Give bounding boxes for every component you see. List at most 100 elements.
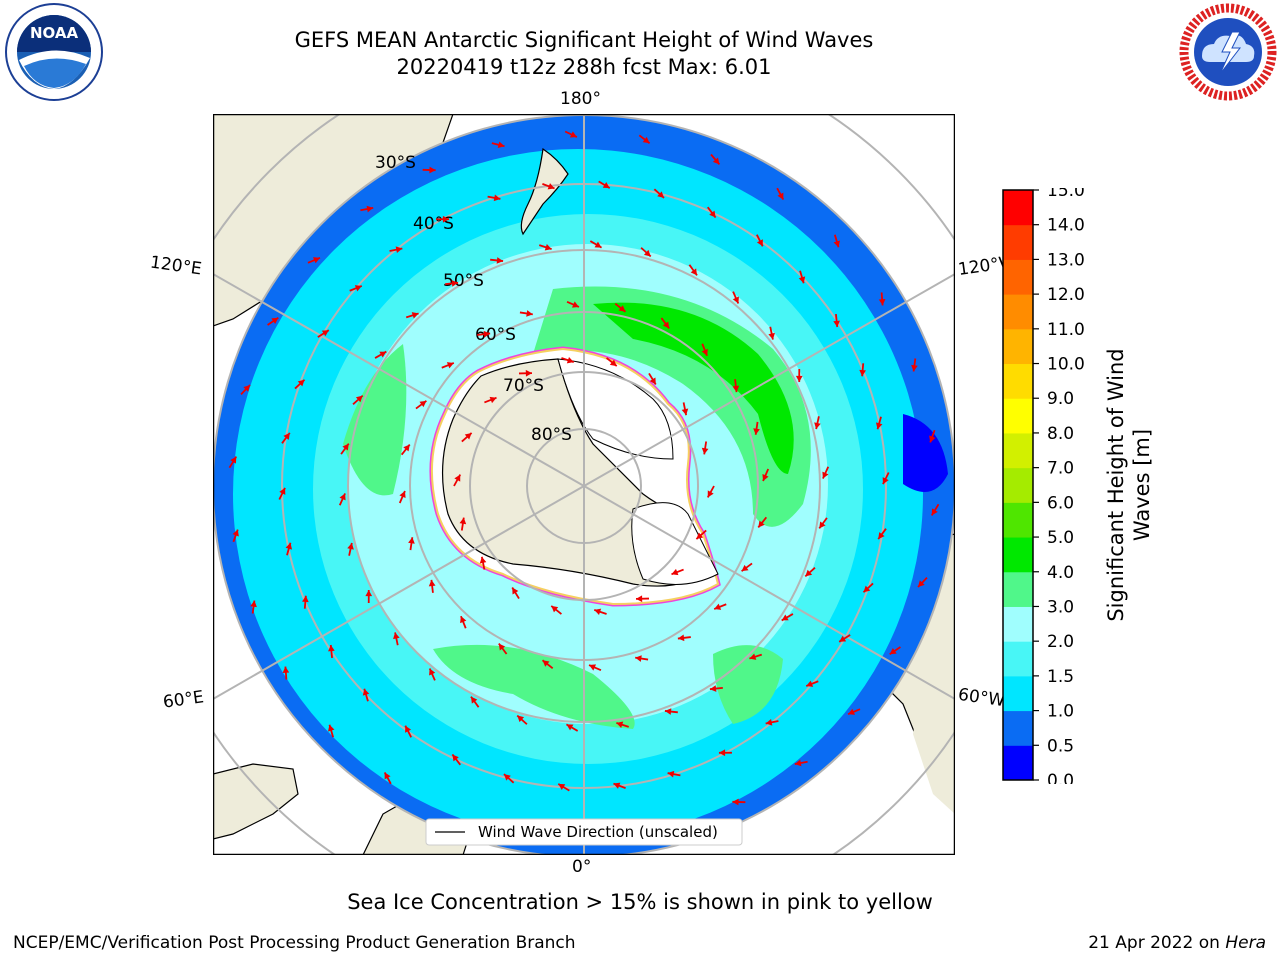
colorbar-tick-label: 6.0 <box>1047 493 1074 513</box>
chart-title: GEFS MEAN Antarctic Significant Height o… <box>294 28 874 52</box>
wave-direction-arrowhead <box>328 644 335 652</box>
land-africa <box>213 763 299 840</box>
legend-label: Wind Wave Direction (unscaled) <box>478 823 718 841</box>
colorbar-tick-label: 14.0 <box>1047 216 1085 236</box>
colorbar-segment <box>1003 571 1033 607</box>
wave-direction-arrowhead <box>283 432 290 440</box>
wave-direction-arrowhead <box>859 369 866 377</box>
colorbar-tick-label: 12.0 <box>1047 285 1085 305</box>
wave-direction-arrowhead <box>875 422 883 430</box>
wave-direction-arrowhead <box>547 183 555 190</box>
wave-direction-arrowhead <box>379 351 387 358</box>
colorbar-tick-label: 1.5 <box>1047 667 1074 687</box>
wave-direction-arrowhead <box>618 305 626 312</box>
wave-direction-arrowhead <box>460 616 467 624</box>
wave-direction-arrowhead <box>408 537 415 544</box>
lat-label-60s: 60°S <box>475 325 516 345</box>
wave-direction-arrowhead <box>250 600 257 608</box>
colorbar-tick-label: 7.0 <box>1047 459 1074 479</box>
wave-direction-arrowhead <box>616 721 624 728</box>
colorbar-tick-label: 0.5 <box>1047 736 1074 756</box>
wave-direction-arrowhead <box>558 783 566 790</box>
wave-direction-arrowhead <box>649 377 656 385</box>
wave-direction-arrowhead <box>781 614 789 621</box>
wave-direction-arrowhead <box>917 580 925 588</box>
wave-direction-arrowhead <box>313 257 320 264</box>
wave-direction-arrowhead <box>749 653 757 660</box>
wave-direction-arrowhead <box>411 312 419 319</box>
lat-label-50s: 50°S <box>443 271 484 291</box>
wave-direction-arrowhead <box>452 754 459 762</box>
wave-direction-arrowhead <box>753 428 760 435</box>
wave-direction-arrowhead <box>594 241 602 248</box>
wave-direction-arrowhead <box>327 724 335 732</box>
wave-direction-arrowhead <box>664 708 672 715</box>
wave-direction-arrowhead <box>479 556 487 564</box>
wave-direction-arrowhead <box>839 635 847 642</box>
wave-direction-arrowhead <box>366 205 374 213</box>
footer-credit: NCEP/EMC/Verification Post Processing Pr… <box>13 933 576 953</box>
wave-direction-arrowhead <box>429 668 436 676</box>
nws-logo <box>1179 3 1277 101</box>
lon-label-60w: 60°W <box>956 684 1007 712</box>
colorbar-segment <box>1003 190 1033 226</box>
wave-direction-arrowhead <box>572 301 579 308</box>
lon-label-120e: 120°E <box>148 252 203 280</box>
wave-direction-arrowhead <box>497 141 505 149</box>
wave-direction-arrowhead <box>446 362 454 369</box>
wave-direction-arrowhead <box>931 508 938 516</box>
footer-date: 21 Apr 2022 on Hera <box>1088 933 1266 953</box>
colorbar-tick-label: 2.0 <box>1047 632 1074 652</box>
wave-band-3m-west <box>343 344 407 496</box>
wave-direction-arrowhead <box>428 579 436 587</box>
wave-direction-arrowhead <box>718 749 726 757</box>
wave-direction-arrowhead <box>709 685 717 692</box>
wave-direction-arrowhead <box>569 131 577 138</box>
svg-text:NOAA: NOAA <box>30 24 79 42</box>
colorbar-tick-label: 4.0 <box>1047 563 1074 583</box>
wave-direction-arrowhead <box>762 474 769 481</box>
colorbar-label: Significant Height of Wind Waves [m] <box>1104 348 1154 622</box>
wave-direction-arrowhead <box>355 395 363 403</box>
wave-direction-arrowhead <box>681 408 689 416</box>
wave-direction-arrowhead <box>489 396 497 404</box>
land-south-america-east <box>913 634 955 814</box>
wave-direction-arrowhead <box>756 239 763 247</box>
wave-direction-arrowhead <box>395 246 403 253</box>
colorbar-segment <box>1003 641 1033 677</box>
colorbar-tick-label: 13.0 <box>1047 250 1085 270</box>
lat-label-80s: 80°S <box>531 425 572 445</box>
lat-label-70s: 70°S <box>503 376 544 396</box>
wave-direction-arrowhead <box>279 487 286 495</box>
wave-direction-arrowhead <box>496 257 504 264</box>
ice-shelf-weddell <box>631 502 719 585</box>
sea-ice-note: Sea Ice Concentration > 15% is shown in … <box>347 890 933 914</box>
colorbar-segment <box>1003 710 1033 746</box>
wave-direction-arrowhead <box>512 587 519 595</box>
wave-direction-arrowhead <box>442 215 450 223</box>
wave-direction-arrowhead <box>271 317 279 324</box>
wave-direction-arrowhead <box>882 477 889 485</box>
colorbar-segment <box>1003 398 1033 434</box>
wave-direction-arrowhead <box>429 166 436 174</box>
chart-subtitle: 20220419 t12z 288h fcst Max: 6.01 <box>396 55 772 79</box>
wave-direction-arrowhead <box>794 759 802 767</box>
wave-direction-arrowhead <box>613 782 621 789</box>
colorbar-segment <box>1003 259 1033 295</box>
wave-direction-arrowhead <box>503 774 511 781</box>
colorbar-segment <box>1003 294 1033 330</box>
wave-direction-arrowhead <box>354 285 362 292</box>
wave-direction-arrowhead <box>732 798 739 806</box>
wave-direction-arrowhead <box>643 249 651 257</box>
wave-direction-arrowhead <box>707 490 714 498</box>
wave-direction-arrowhead <box>833 320 840 328</box>
wave-direction-arrowhead <box>768 332 775 340</box>
wave-direction-arrowhead <box>635 655 642 662</box>
wave-direction-arrowhead <box>701 348 708 356</box>
colorbar-tick-label: 5.0 <box>1047 528 1074 548</box>
wave-direction-arrowhead <box>758 520 765 528</box>
wave-direction-arrowhead <box>911 364 918 372</box>
wave-direction-arrowhead <box>566 356 574 364</box>
colorbar-segment <box>1003 467 1033 503</box>
wave-direction-arrowhead <box>690 268 698 276</box>
